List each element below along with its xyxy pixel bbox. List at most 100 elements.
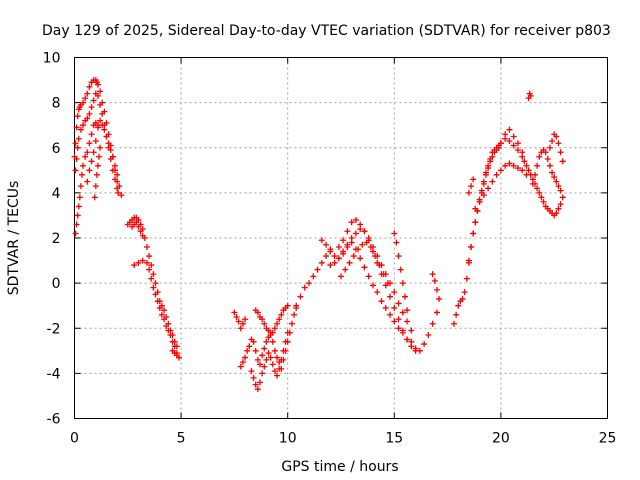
data-point [529,180,536,187]
data-point [237,325,244,332]
data-point [261,363,268,370]
data-point [112,162,119,169]
x-axis-label: GPS time / hours [281,459,398,475]
data-point [323,241,330,248]
data-point [536,189,543,196]
data-point [359,241,366,248]
x-tick-label: 20 [492,431,510,447]
data-point [510,162,517,169]
data-point [99,110,106,117]
data-point [73,124,80,131]
data-point [94,92,101,99]
data-point [293,302,300,309]
data-point [282,338,289,345]
data-point [80,122,87,129]
data-point [103,133,110,140]
data-point [553,133,560,140]
data-point [318,237,325,244]
data-point [148,275,155,282]
data-point [94,81,101,88]
data-point [367,244,374,251]
data-point [472,219,479,226]
data-point [269,361,276,368]
data-point [78,171,85,178]
tick-labels: 0 5 10 15 20 25 -6 -4 -2 0 2 4 6 8 10 [43,51,617,447]
data-point [256,379,263,386]
data-point [254,386,261,393]
data-point [133,219,140,226]
gridlines [74,57,608,419]
y-tick-label: 8 [52,96,61,112]
data-point [154,298,161,305]
data-point [263,338,270,345]
data-point [404,336,411,343]
data-point [549,137,556,144]
data-point [463,275,470,282]
data-point [276,316,283,323]
data-point [361,228,368,235]
data-point [342,266,349,273]
data-point [357,255,364,262]
data-point [254,309,261,316]
data-point [365,273,372,280]
data-point [408,327,415,334]
data-point [231,309,238,316]
data-point [382,304,389,311]
data-point [233,313,240,320]
data-point [340,237,347,244]
data-point [404,307,411,314]
data-point [344,228,351,235]
data-point [152,280,159,287]
data-point [139,257,146,264]
data-point [280,347,287,354]
data-point [261,345,268,352]
data-point [263,356,270,363]
data-point [431,277,438,284]
data-point [112,176,119,183]
data-point [75,203,82,210]
data-point [137,228,144,235]
data-point [143,244,150,251]
data-point [497,167,504,174]
data-point [101,126,108,133]
data-point [532,171,539,178]
data-point [131,262,138,269]
data-point [88,131,95,138]
data-point [327,262,334,269]
data-point [510,133,517,140]
x-tick-label: 25 [599,431,617,447]
data-point [327,248,334,255]
data-point [549,169,556,176]
data-point [80,162,87,169]
data-point [372,253,379,260]
data-point [395,325,402,332]
data-point [97,101,104,108]
x-tick-label: 10 [279,431,297,447]
data-point [408,338,415,345]
y-tick-label: 4 [52,186,61,202]
data-point [506,137,513,144]
data-point [301,284,308,291]
data-point [485,165,492,172]
data-point [161,316,168,323]
data-point [465,189,472,196]
data-point [348,235,355,241]
data-point [82,95,89,102]
chart-title: Day 129 of 2025, Sidereal Day-to-day VTE… [42,23,611,39]
data-point [331,253,338,260]
data-point [252,347,259,354]
data-point [297,293,304,300]
data-point [261,320,268,327]
data-point [109,153,116,160]
data-point [514,165,521,172]
x-tick-label: 5 [177,431,186,447]
data-point [75,135,82,142]
data-point [399,327,406,334]
data-point [86,167,93,174]
data-point [534,162,541,169]
data-point [470,230,477,237]
data-point [97,117,104,124]
data-point [72,140,79,147]
y-tick-label: -2 [47,321,61,337]
y-tick-label: -6 [47,412,61,428]
